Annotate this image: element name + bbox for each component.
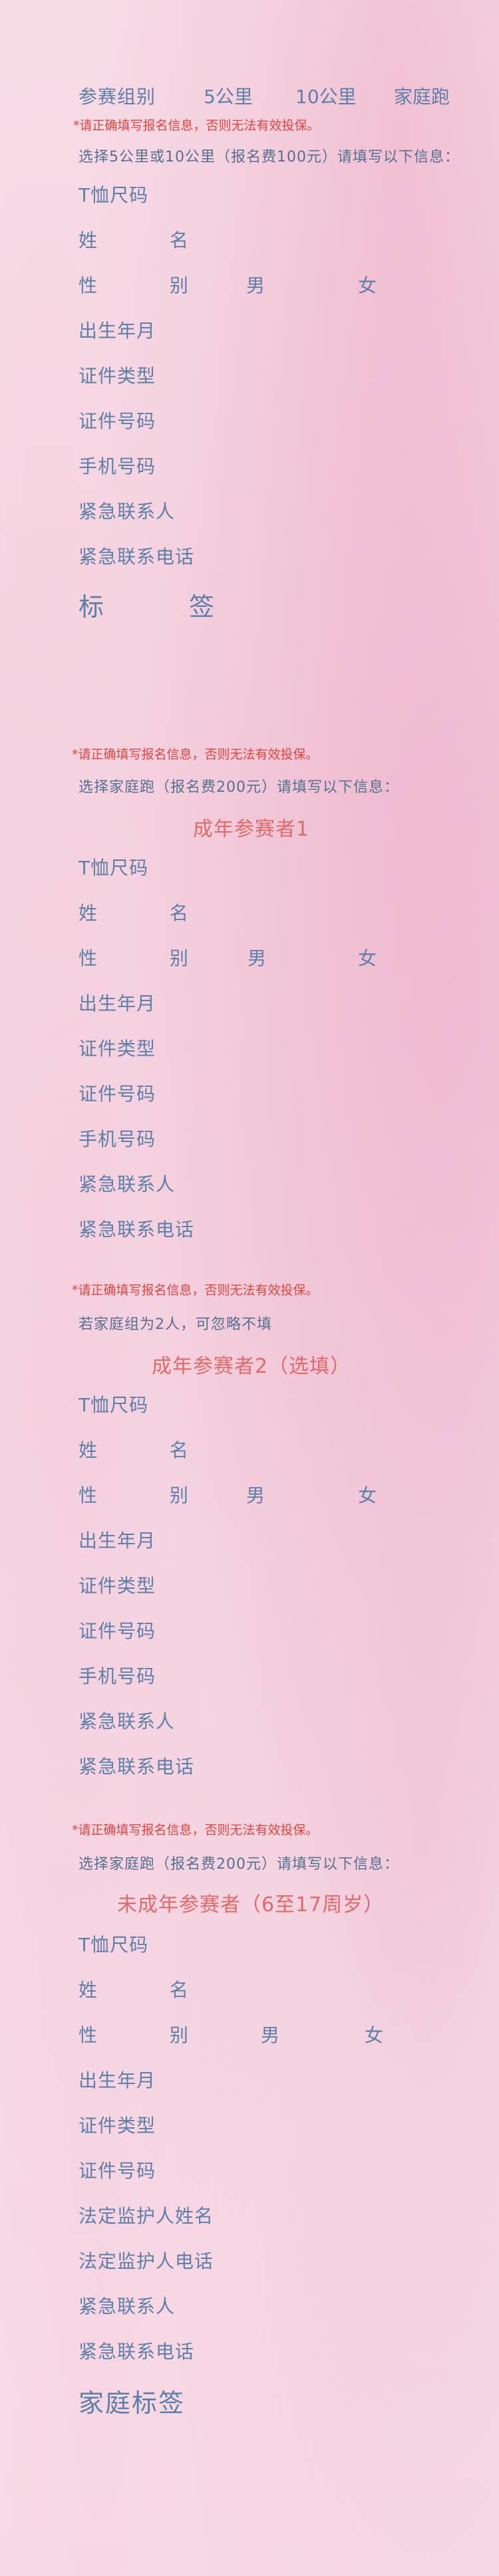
emergency-contact-label: 紧急联系人 [79,501,176,523]
id-number-label: 证件号码 [79,1620,156,1642]
id-number-label: 证件号码 [79,410,156,432]
id-type-input[interactable] [173,2109,459,2138]
id-type-label: 证件类型 [79,365,156,387]
emergency-contact-label: 紧急联系人 [79,2295,176,2317]
group-label: 参赛组别 [79,86,156,108]
id-number-input[interactable] [173,404,459,433]
notice-3: *请正确填写报名信息，否则无法有效投保。 [72,1283,319,1298]
guardian-name-label: 法定监护人姓名 [79,2205,214,2227]
tshirt-size-input[interactable] [173,178,459,207]
emergency-phone-input[interactable] [213,1750,459,1779]
tshirt-size-label: T恤尺码 [79,1934,149,1956]
tag-label: 标 签 [79,592,253,622]
name-input[interactable] [173,1973,459,2002]
section3-instruction: 若家庭组为2人，可忽略不填 [79,1316,272,1333]
name-input[interactable] [173,223,459,253]
gender-male-option[interactable]: 男 [261,2024,280,2046]
phone-input[interactable] [173,1659,459,1689]
emergency-phone-label: 紧急联系电话 [79,1219,195,1240]
adult1-heading: 成年参赛者1 [193,818,310,841]
emergency-contact-input[interactable] [193,1167,459,1197]
gender-label: 性 别 [79,275,222,296]
adult2-heading: 成年参赛者2（选填） [152,1355,351,1378]
notice-2: *请正确填写报名信息，否则无法有效投保。 [72,747,319,762]
notice-4: *请正确填写报名信息，否则无法有效投保。 [72,1823,319,1837]
tshirt-size-label: T恤尺码 [79,184,149,206]
gender-female-option[interactable]: 女 [358,275,377,296]
gender-female-option[interactable]: 女 [358,1484,377,1506]
option-family-run[interactable]: 家庭跑 [394,86,450,108]
tshirt-size-input[interactable] [173,1928,459,1957]
emergency-phone-label: 紧急联系电话 [79,2341,195,2363]
phone-input[interactable] [173,1122,459,1151]
gender-label: 性 别 [79,2024,222,2046]
name-input[interactable] [173,896,459,925]
id-number-input[interactable] [173,1614,459,1643]
birth-label: 出生年月 [79,993,156,1014]
gender-label: 性 别 [79,1484,222,1506]
birth-label: 出生年月 [79,2069,156,2091]
gender-label: 性 别 [79,947,222,969]
gender-female-option[interactable]: 女 [358,947,377,969]
birth-input[interactable] [173,987,459,1016]
section1-instruction: 选择5公里或10公里（报名费100元）请填写以下信息： [79,149,460,166]
id-number-input[interactable] [173,1077,459,1106]
emergency-phone-input[interactable] [213,540,459,569]
emergency-contact-label: 紧急联系人 [79,1173,176,1195]
guardian-phone-label: 法定监护人电话 [79,2250,214,2272]
tshirt-size-label: T恤尺码 [79,857,149,879]
id-number-label: 证件号码 [79,1083,156,1105]
id-type-input[interactable] [173,1569,459,1598]
tshirt-size-input[interactable] [173,1388,459,1417]
id-type-input[interactable] [173,359,459,388]
birth-label: 出生年月 [79,320,156,342]
phone-label: 手机号码 [79,455,156,477]
emergency-phone-label: 紧急联系电话 [79,546,195,568]
name-label: 姓 名 [79,902,222,924]
id-number-input[interactable] [173,2154,459,2183]
emergency-phone-label: 紧急联系电话 [79,1756,195,1778]
name-label: 姓 名 [79,229,222,251]
guardian-phone-input[interactable] [233,2244,459,2274]
minor-heading: 未成年参赛者（6至17周岁） [117,1893,385,1917]
name-label: 姓 名 [79,1979,222,2001]
id-number-label: 证件号码 [79,2160,156,2182]
phone-label: 手机号码 [79,1128,156,1150]
birth-label: 出生年月 [79,1530,156,1552]
id-type-input[interactable] [173,1032,459,1061]
phone-label: 手机号码 [79,1665,156,1687]
id-type-label: 证件类型 [79,1575,156,1597]
gender-male-option[interactable]: 男 [248,947,267,969]
emergency-phone-input[interactable] [213,1213,459,1242]
name-label: 姓 名 [79,1439,222,1461]
notice-1: *请正确填写报名信息，否则无法有效投保。 [73,118,320,133]
emergency-contact-label: 紧急联系人 [79,1710,176,1732]
id-type-label: 证件类型 [79,1038,156,1060]
option-10km[interactable]: 10公里 [295,86,357,108]
family-tag-label: 家庭标签 [79,2389,186,2418]
section2-instruction: 选择家庭跑（报名费200元）请填写以下信息： [79,779,399,796]
birth-input[interactable] [173,314,459,343]
tshirt-size-input[interactable] [173,851,459,880]
emergency-phone-input[interactable] [213,2335,459,2364]
gender-male-option[interactable]: 男 [246,1484,265,1506]
gender-male-option[interactable]: 男 [246,275,265,296]
phone-input[interactable] [173,449,459,479]
id-type-label: 证件类型 [79,2115,156,2137]
name-input[interactable] [173,1433,459,1463]
birth-input[interactable] [173,2063,459,2093]
emergency-contact-input[interactable] [193,2289,459,2319]
option-5km[interactable]: 5公里 [204,86,253,108]
guardian-name-input[interactable] [233,2199,459,2228]
gender-female-option[interactable]: 女 [365,2024,384,2046]
emergency-contact-input[interactable] [193,495,459,524]
section4-instruction: 选择家庭跑（报名费200元）请填写以下信息： [79,1856,399,1873]
birth-input[interactable] [173,1524,459,1553]
tshirt-size-label: T恤尺码 [79,1394,149,1416]
emergency-contact-input[interactable] [193,1704,459,1734]
